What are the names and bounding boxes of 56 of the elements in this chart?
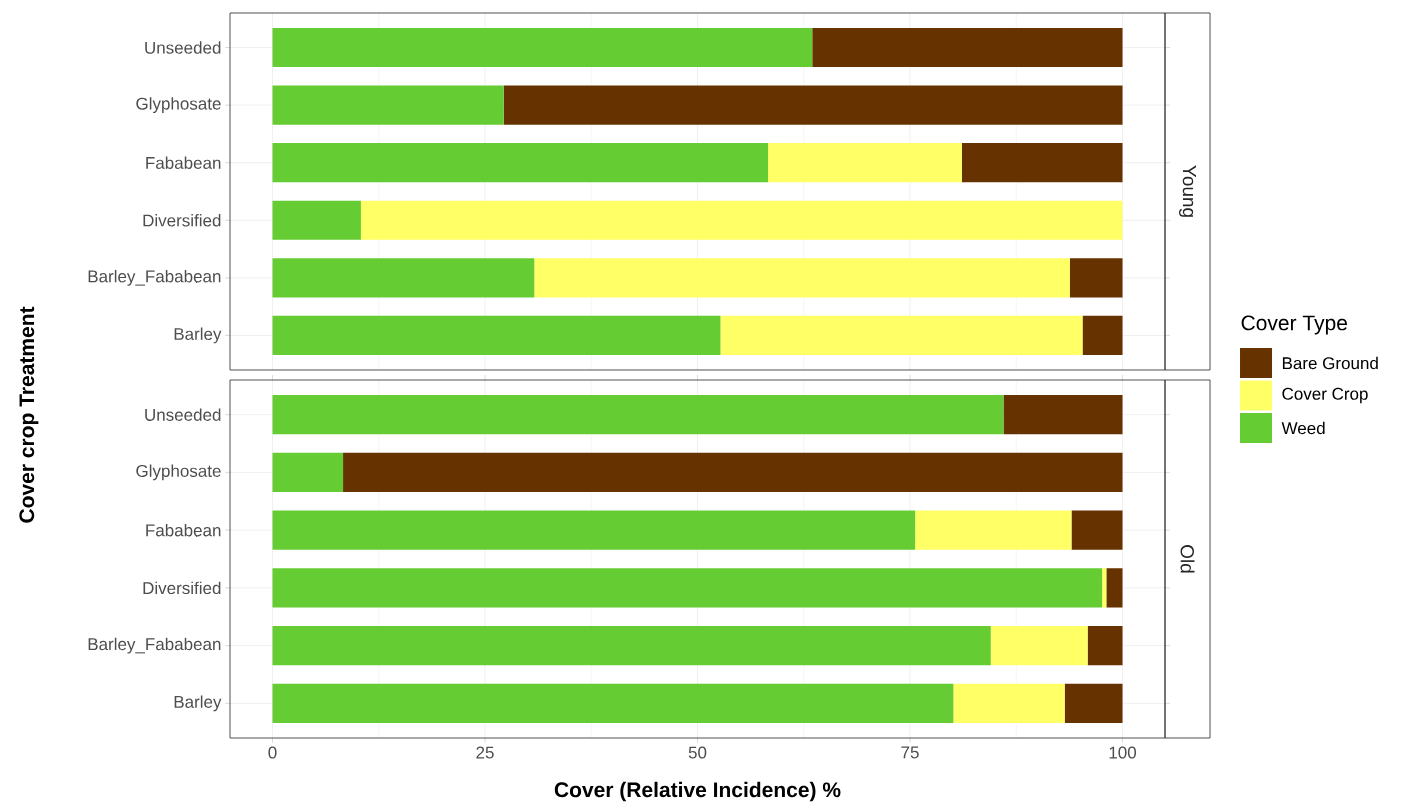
y-tick-label: Unseeded: [145, 41, 221, 54]
y-tick-label: Fababean: [146, 524, 221, 537]
bar: [272, 395, 1004, 435]
x-tick-label: 0: [268, 746, 277, 759]
y-tick-label: Glyphosate: [136, 464, 221, 481]
legend-label: Bare Ground: [1282, 356, 1378, 370]
bar: [272, 143, 769, 183]
bar: [1064, 683, 1123, 724]
y-tick-label: Unseeded: [145, 408, 221, 422]
y-tick-label: Diversified: [143, 214, 221, 227]
y-tick-label: Barley: [174, 695, 222, 712]
bar: [503, 85, 1123, 125]
bar: [272, 510, 916, 550]
bar: [360, 200, 1123, 241]
text: Old: [1180, 545, 1195, 573]
bar: [272, 452, 344, 493]
bar: [990, 626, 1088, 666]
legend-label: Weed: [1281, 421, 1325, 435]
bar: [534, 258, 1070, 298]
bar: [961, 143, 1123, 183]
bar: [272, 258, 535, 298]
text: Young: [1179, 165, 1197, 218]
y-tick-label: Fababean: [146, 156, 221, 170]
x-axis-title: Cover (Relative Incidence) %: [554, 781, 841, 802]
bar: [272, 683, 954, 724]
x-tick-label: 75: [901, 746, 919, 759]
legend-title: Cover Type: [1241, 315, 1347, 335]
bar: [915, 510, 1072, 550]
bar: [1069, 258, 1123, 298]
bar: [272, 568, 1103, 608]
y-tick-label: Barley_Fababean: [88, 637, 221, 654]
x-tick-label: 50: [688, 746, 707, 759]
bar: [1087, 626, 1123, 666]
y-tick-label: Diversified: [143, 581, 221, 595]
bar: [272, 316, 721, 356]
x-tick-label: 100: [1109, 746, 1137, 759]
bar: [768, 143, 962, 183]
y-tick-label: Glyphosate: [136, 97, 221, 114]
bar: [272, 626, 991, 666]
bar: [1003, 395, 1123, 435]
y-tick-label: Barley_Fababean: [88, 270, 221, 286]
bar: [272, 28, 813, 68]
y-tick-label: Barley: [174, 327, 222, 344]
bar: [272, 85, 504, 125]
bar: [272, 200, 361, 241]
bar: [343, 452, 1123, 493]
legend-label: Cover Crop: [1282, 387, 1368, 404]
x-tick-label: 25: [476, 746, 494, 759]
bar: [1106, 568, 1123, 608]
bar: [720, 316, 1083, 356]
bar: [812, 28, 1123, 68]
bar: [1082, 316, 1123, 356]
bar: [1071, 510, 1123, 550]
y-axis-title: Cover crop Treatment: [19, 306, 39, 523]
bar: [1102, 568, 1107, 608]
bar: [953, 683, 1065, 724]
